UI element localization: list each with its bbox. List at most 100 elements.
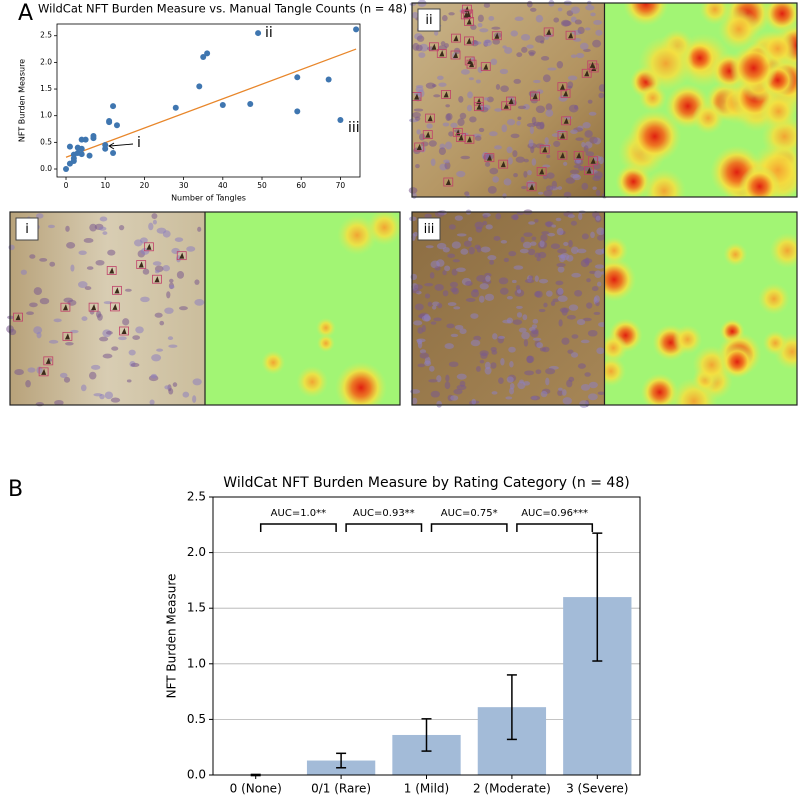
tangle (539, 168, 545, 175)
cell (545, 185, 554, 192)
cell (586, 278, 591, 283)
cell (532, 337, 542, 341)
cell (122, 318, 130, 326)
cell (410, 389, 421, 394)
detection-box (498, 159, 509, 169)
cell (596, 227, 605, 236)
detection-box (557, 82, 568, 92)
cell (436, 242, 447, 250)
cell (118, 336, 127, 341)
heat-blob (720, 345, 754, 379)
cell (597, 391, 605, 395)
cell (411, 288, 420, 294)
cell (544, 137, 549, 145)
cell (93, 393, 103, 397)
cell (505, 396, 513, 400)
cell (126, 379, 132, 383)
cell (528, 221, 536, 225)
cell (25, 380, 31, 388)
cell (467, 91, 473, 99)
cell (84, 286, 92, 291)
cell (535, 290, 543, 298)
cell (63, 297, 74, 303)
cell (518, 327, 527, 333)
detection-box (464, 56, 475, 66)
cell (192, 378, 202, 386)
comparison-bracket (259, 523, 337, 532)
cell (547, 67, 557, 71)
tangle (590, 157, 596, 164)
cell (534, 218, 539, 223)
cell (459, 328, 467, 335)
cell (501, 124, 508, 133)
cell (592, 175, 602, 182)
cell (434, 30, 439, 36)
cell (514, 16, 524, 22)
cell (581, 141, 586, 148)
cell (503, 178, 512, 186)
cell (580, 383, 591, 391)
cell (531, 236, 537, 241)
scatter-point (204, 50, 211, 57)
cell (424, 282, 434, 287)
y-tick-label: 1.5 (40, 84, 52, 93)
image-pair: ii (408, 0, 798, 199)
heat-blob (738, 165, 781, 197)
detection-box (484, 153, 495, 163)
heat-blob (762, 330, 788, 356)
cell (510, 133, 520, 139)
cell (503, 257, 509, 263)
detection-box (425, 113, 435, 123)
tangle (45, 357, 51, 364)
tangle (483, 63, 489, 70)
detection-box (43, 356, 54, 366)
cell (587, 393, 598, 401)
cell (500, 85, 509, 93)
heat-blob (604, 333, 628, 363)
cell (566, 379, 573, 388)
cell (77, 281, 88, 289)
cell (425, 245, 434, 249)
cell (567, 214, 575, 219)
cell (484, 97, 489, 101)
error-bar (336, 752, 347, 769)
cell (531, 158, 537, 166)
tangle (431, 43, 437, 50)
scatter-point (78, 151, 85, 158)
cell (110, 397, 121, 403)
cell (485, 224, 493, 230)
detection-box (557, 150, 568, 160)
cell (416, 35, 425, 42)
cell (419, 352, 429, 359)
heat-blob (315, 317, 336, 338)
x-tick-label: 20 (140, 181, 150, 190)
cell (159, 320, 165, 326)
scatter-point (102, 145, 109, 152)
detection-box (38, 367, 49, 377)
cell (416, 129, 421, 135)
cell (598, 92, 605, 99)
cell (490, 58, 498, 66)
cell (156, 348, 164, 352)
cell (156, 227, 167, 234)
cell (463, 240, 472, 247)
cell (495, 213, 502, 220)
cell (434, 284, 444, 291)
tangle (466, 18, 472, 25)
cell (35, 402, 44, 407)
cell (526, 44, 534, 49)
cell (149, 399, 155, 405)
cell (107, 249, 116, 256)
cell (538, 278, 549, 284)
detection-box (530, 91, 541, 101)
cell (59, 372, 68, 378)
cell (489, 131, 498, 137)
plot-frame (212, 496, 641, 776)
cell (545, 109, 554, 117)
cell (176, 255, 181, 263)
cell (475, 365, 481, 372)
cell (456, 373, 467, 380)
cell (430, 321, 437, 325)
cell (552, 298, 560, 303)
cell (98, 226, 107, 231)
